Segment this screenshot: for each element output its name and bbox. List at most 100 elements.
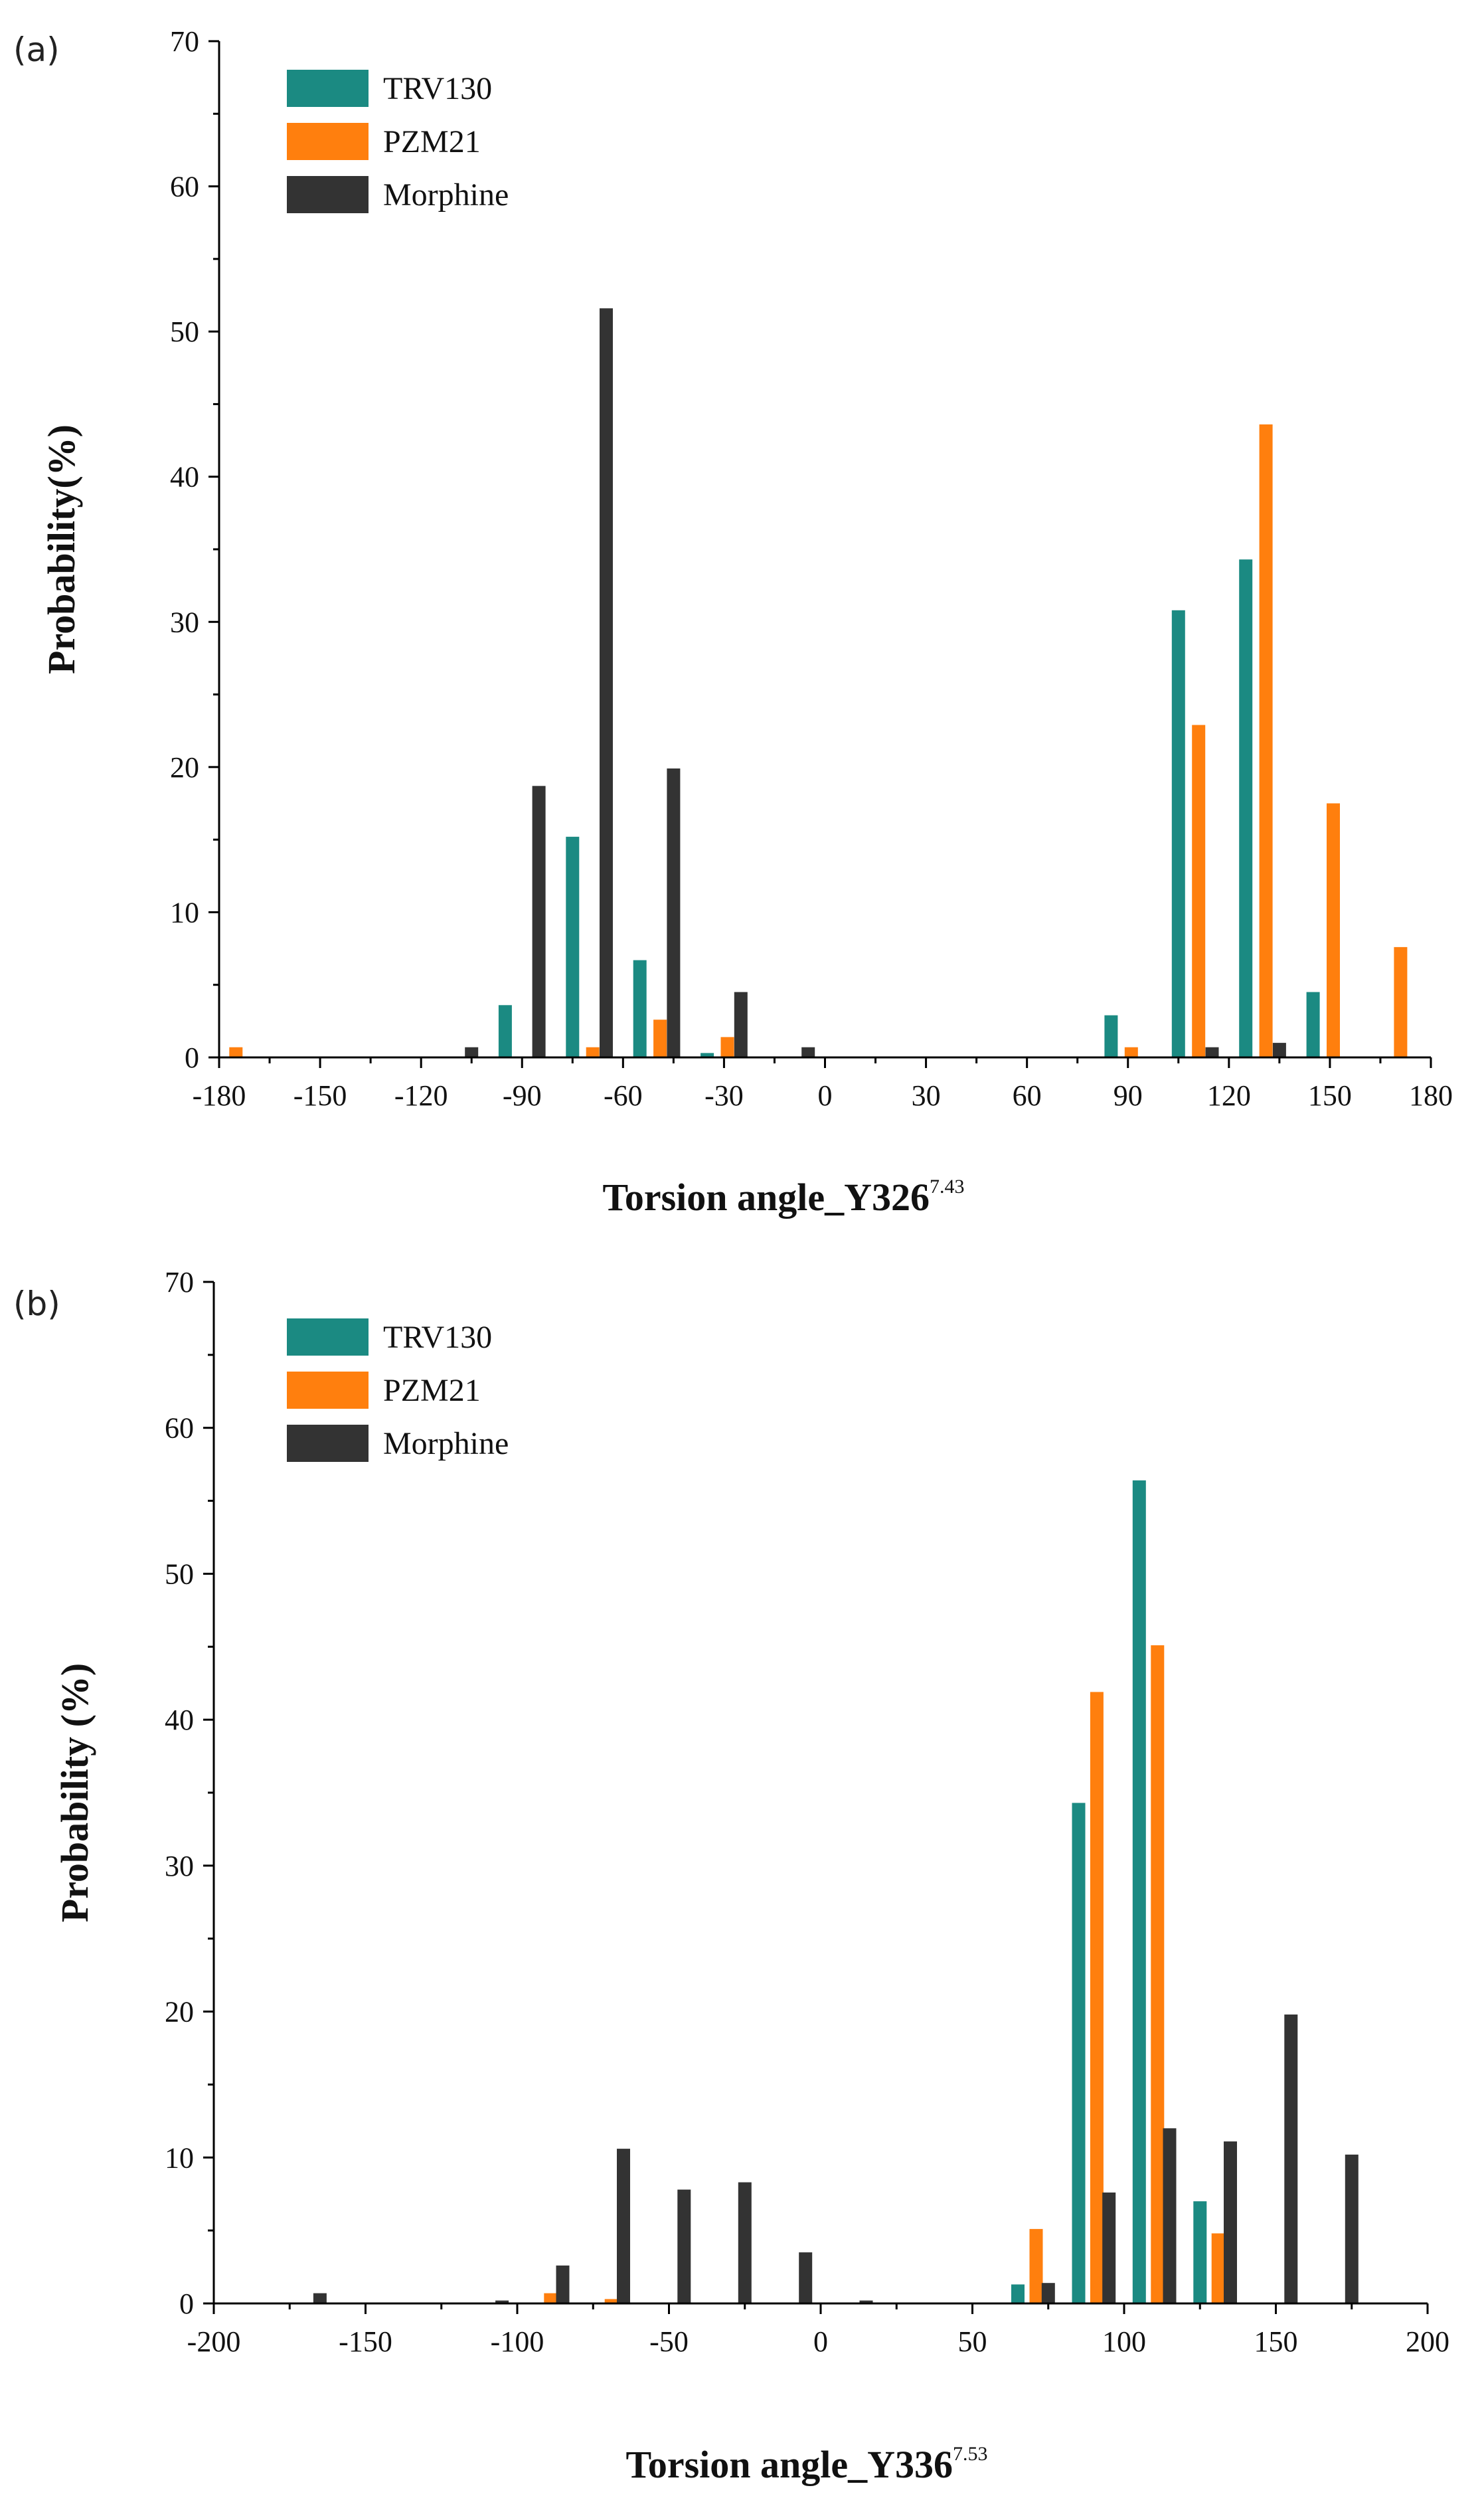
x-tick-label: -30 [704,1079,744,1112]
x-axis-title: Torsion angle_Y3367.53 [625,2443,987,2486]
bar-morphine-b [495,2300,509,2303]
x-tick-label: 120 [1207,1079,1251,1112]
x-tick-label: -50 [649,2325,689,2358]
y-tick-label: 50 [165,1558,194,1590]
y-tick-label: 20 [170,751,199,784]
legend-swatch-trv130 [287,1318,369,1356]
y-tick-label: 30 [170,606,199,638]
bar-trv130-a [1104,1015,1118,1057]
y-tick-label: 70 [170,25,199,58]
y-tick-label: 20 [165,1996,194,2028]
bar-trv130-a [1171,610,1185,1057]
x-tick-label: 0 [818,1079,833,1112]
bar-morphine-b [799,2252,813,2303]
bar-pzm21-a [1259,424,1273,1057]
y-axis-title: Probability(%) [40,424,83,674]
bar-trv130-a [701,1053,714,1057]
x-tick-label: -150 [293,1079,347,1112]
bar-pzm21-a [720,1037,734,1057]
bar-pzm21-a [1124,1047,1138,1057]
y-tick-label: 30 [165,1850,194,1882]
x-axis-title-superscript: 7.43 [930,1176,965,1198]
bar-pzm21-b [1090,1692,1104,2303]
bar-morphine-b [1224,2141,1237,2303]
bar-trv130-a [566,836,580,1057]
legend-swatch-pzm21 [287,123,369,160]
panel-label-b: (b) [13,1285,60,1323]
x-tick-label: 50 [958,2325,987,2358]
x-axis-title-text: Torsion angle_Y326 [602,1176,930,1219]
bar-morphine-b [1345,2154,1359,2303]
bar-morphine-a [1205,1047,1219,1057]
x-tick-label: 60 [1013,1079,1042,1112]
y-tick-label: 40 [170,461,199,493]
bar-pzm21-a [1327,803,1340,1057]
bar-trv130-a [1239,559,1253,1057]
legend-label-trv130: TRV130 [383,71,492,106]
panel-a-chart: (a) -180 -150 -120 -90 -60 -30 0 30 60 90 120 150 180… [13,25,1453,1219]
legend-label-pzm21: PZM21 [383,1373,481,1408]
bar-morphine-a [532,786,546,1057]
x-tick-label: 30 [912,1079,941,1112]
bar-trv130-a [498,1005,512,1057]
x-tick-label: 150 [1254,2325,1298,2358]
bar-morphine-b [1284,2015,1298,2303]
bar-morphine-b [677,2189,691,2303]
bar-pzm21-a [229,1047,243,1057]
y-tick-label: 0 [179,2287,194,2320]
bar-morphine-b [556,2265,570,2303]
y-tick-label: 60 [170,171,199,203]
x-tick-label: 200 [1406,2325,1449,2358]
y-tick-label: 70 [165,1266,194,1299]
x-tick-label: 100 [1102,2325,1146,2358]
y-tick-label: 10 [170,896,199,929]
bar-trv130-b [1011,2284,1025,2303]
bar-trv130-b [1072,1803,1086,2303]
bar-trv130-b [1132,1480,1146,2303]
bar-morphine-a [600,308,613,1058]
x-tick-label: -200 [187,2325,241,2358]
bar-morphine-b [1163,2128,1177,2303]
x-axis-title-superscript: 7.53 [953,2443,988,2465]
bar-pzm21-a [1394,946,1408,1057]
x-tick-label: -90 [503,1079,542,1112]
legend-swatch-morphine [287,176,369,213]
x-tick-label: 90 [1113,1079,1143,1112]
bar-morphine-a [465,1047,479,1057]
y-tick-label: 0 [185,1041,199,1074]
bar-morphine-b [859,2300,873,2303]
bar-morphine-a [801,1047,815,1057]
x-axis-title: Torsion angle_Y3267.43 [602,1176,964,1219]
x-tick-label: -60 [604,1079,643,1112]
legend-label-trv130: TRV130 [383,1320,492,1355]
bar-morphine-a [1272,1043,1286,1057]
x-axis-title-text: Torsion angle_Y336 [625,2443,953,2486]
bar-pzm21-a [586,1047,600,1057]
bar-morphine-b [738,2182,752,2303]
bar-trv130-a [633,960,647,1057]
bar-morphine-b [617,2149,630,2303]
legend-label-pzm21: PZM21 [383,124,481,159]
panel-b-chart: (b) -200 -150 -100 -50 0 50 100 150 200 0 10 20 30 40 5… [13,1266,1449,2486]
bar-pzm21-b [544,2293,558,2303]
x-tick-label: -120 [394,1079,448,1112]
y-tick-label: 60 [165,1412,194,1445]
legend-label-morphine: Morphine [383,177,509,213]
legend-label-morphine: Morphine [383,1426,509,1461]
bar-pzm21-a [1192,725,1206,1057]
panel-label-a: (a) [13,31,60,69]
legend-swatch-trv130 [287,70,369,107]
bar-trv130-a [1306,992,1320,1057]
y-tick-label: 10 [165,2141,194,2174]
bar-pzm21-b [1151,1645,1165,2303]
bar-pzm21-b [1029,2228,1043,2303]
legend-swatch-pzm21 [287,1372,369,1409]
bar-morphine-b [313,2293,327,2303]
bar-morphine-b [1102,2193,1116,2303]
y-tick-label: 40 [165,1704,194,1736]
bar-trv130-b [1193,2201,1207,2303]
bar-pzm21-b [1211,2233,1225,2303]
x-tick-label: -150 [339,2325,392,2358]
x-tick-label: 150 [1308,1079,1352,1112]
x-tick-label: 0 [813,2325,828,2358]
